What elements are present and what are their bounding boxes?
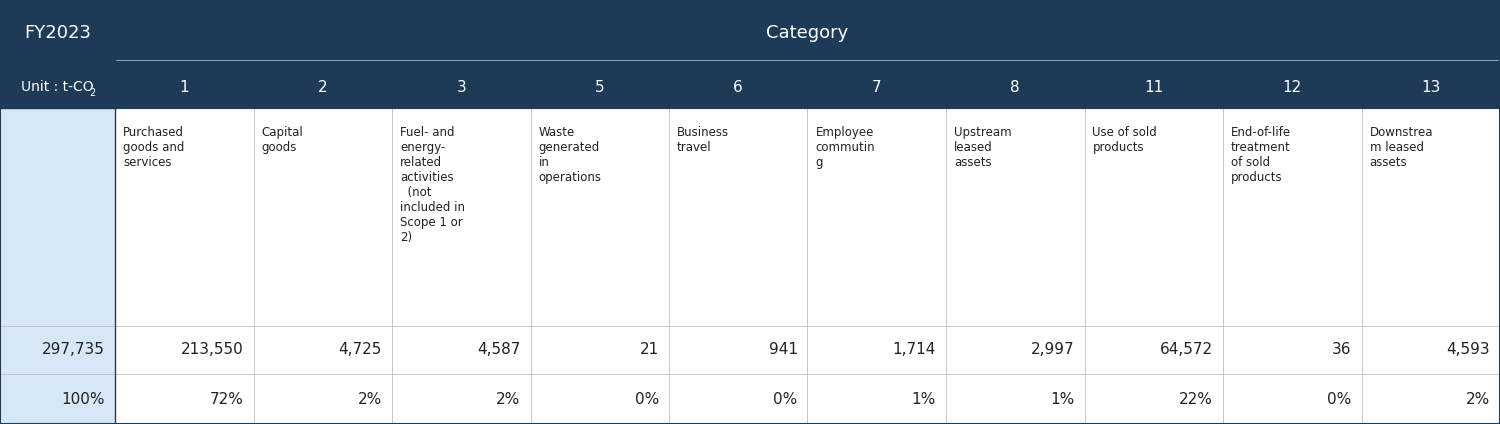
Text: Downstrea
m leased
assets: Downstrea m leased assets <box>1370 126 1432 169</box>
Text: 941: 941 <box>768 343 798 357</box>
Text: Fuel- and
energy-
related
activities
  (not
included in
Scope 1 or
2): Fuel- and energy- related activities (no… <box>400 126 465 244</box>
Text: 3: 3 <box>456 80 466 95</box>
Text: 1%: 1% <box>912 391 936 407</box>
FancyBboxPatch shape <box>946 326 1084 374</box>
Text: 5: 5 <box>596 80 604 95</box>
Text: Capital
goods: Capital goods <box>261 126 303 154</box>
FancyBboxPatch shape <box>392 374 531 424</box>
FancyBboxPatch shape <box>392 66 531 108</box>
Text: 4,587: 4,587 <box>477 343 520 357</box>
Text: 21: 21 <box>639 343 658 357</box>
Text: Upstream
leased
assets: Upstream leased assets <box>954 126 1011 169</box>
FancyBboxPatch shape <box>946 108 1084 326</box>
FancyBboxPatch shape <box>946 66 1084 108</box>
FancyBboxPatch shape <box>669 374 807 424</box>
FancyBboxPatch shape <box>392 108 531 326</box>
FancyBboxPatch shape <box>116 326 254 374</box>
Text: 11: 11 <box>1144 80 1164 95</box>
Text: 0%: 0% <box>1328 391 1352 407</box>
FancyBboxPatch shape <box>254 374 392 424</box>
Text: 2: 2 <box>90 88 96 98</box>
FancyBboxPatch shape <box>807 374 946 424</box>
Text: 0%: 0% <box>634 391 658 407</box>
Text: 2: 2 <box>318 80 327 95</box>
FancyBboxPatch shape <box>1084 326 1222 374</box>
Text: 2%: 2% <box>1466 391 1490 407</box>
FancyBboxPatch shape <box>0 374 116 424</box>
Text: 1%: 1% <box>1050 391 1074 407</box>
FancyBboxPatch shape <box>0 326 116 374</box>
FancyBboxPatch shape <box>254 326 392 374</box>
FancyBboxPatch shape <box>531 326 669 374</box>
FancyBboxPatch shape <box>531 108 669 326</box>
FancyBboxPatch shape <box>1362 326 1500 374</box>
FancyBboxPatch shape <box>1222 66 1362 108</box>
FancyBboxPatch shape <box>254 66 392 108</box>
Text: Employee
commutin
g: Employee commutin g <box>816 126 874 169</box>
Text: 297,735: 297,735 <box>42 343 105 357</box>
FancyBboxPatch shape <box>807 108 946 326</box>
FancyBboxPatch shape <box>1362 66 1500 108</box>
Text: 7: 7 <box>871 80 882 95</box>
Text: 4,725: 4,725 <box>339 343 382 357</box>
Text: 100%: 100% <box>62 391 105 407</box>
Text: 12: 12 <box>1282 80 1302 95</box>
FancyBboxPatch shape <box>0 0 116 66</box>
Text: 64,572: 64,572 <box>1160 343 1214 357</box>
Text: 4,593: 4,593 <box>1446 343 1490 357</box>
FancyBboxPatch shape <box>946 374 1084 424</box>
FancyBboxPatch shape <box>254 108 392 326</box>
Text: 6: 6 <box>734 80 742 95</box>
FancyBboxPatch shape <box>669 108 807 326</box>
FancyBboxPatch shape <box>531 66 669 108</box>
Text: 36: 36 <box>1332 343 1352 357</box>
FancyBboxPatch shape <box>116 0 1500 66</box>
FancyBboxPatch shape <box>807 66 946 108</box>
FancyBboxPatch shape <box>1084 108 1222 326</box>
Text: 0%: 0% <box>774 391 798 407</box>
FancyBboxPatch shape <box>1362 108 1500 326</box>
Text: 2%: 2% <box>496 391 520 407</box>
Text: Business
travel: Business travel <box>676 126 729 154</box>
FancyBboxPatch shape <box>116 66 254 108</box>
Text: 1,714: 1,714 <box>892 343 936 357</box>
FancyBboxPatch shape <box>1362 374 1500 424</box>
Text: 213,550: 213,550 <box>180 343 243 357</box>
Text: 1: 1 <box>180 80 189 95</box>
Text: Use of sold
products: Use of sold products <box>1092 126 1158 154</box>
FancyBboxPatch shape <box>669 326 807 374</box>
FancyBboxPatch shape <box>1222 326 1362 374</box>
Text: 13: 13 <box>1420 80 1440 95</box>
FancyBboxPatch shape <box>116 374 254 424</box>
FancyBboxPatch shape <box>807 326 946 374</box>
Text: Category: Category <box>766 24 849 42</box>
FancyBboxPatch shape <box>392 326 531 374</box>
Text: Purchased
goods and
services: Purchased goods and services <box>123 126 184 169</box>
FancyBboxPatch shape <box>1084 66 1222 108</box>
FancyBboxPatch shape <box>0 108 116 326</box>
Text: Waste
generated
in
operations: Waste generated in operations <box>538 126 602 184</box>
Text: 2,997: 2,997 <box>1030 343 1074 357</box>
Text: 2%: 2% <box>357 391 382 407</box>
Text: End-of-life
treatment
of sold
products: End-of-life treatment of sold products <box>1232 126 1292 184</box>
FancyBboxPatch shape <box>669 66 807 108</box>
Text: Unit : t-CO: Unit : t-CO <box>21 80 94 94</box>
Text: 22%: 22% <box>1179 391 1214 407</box>
Text: 72%: 72% <box>210 391 243 407</box>
FancyBboxPatch shape <box>116 108 254 326</box>
FancyBboxPatch shape <box>1222 374 1362 424</box>
FancyBboxPatch shape <box>1222 108 1362 326</box>
Text: 8: 8 <box>1011 80 1020 95</box>
FancyBboxPatch shape <box>1084 374 1222 424</box>
FancyBboxPatch shape <box>0 66 116 108</box>
Text: FY2023: FY2023 <box>24 24 92 42</box>
FancyBboxPatch shape <box>531 374 669 424</box>
